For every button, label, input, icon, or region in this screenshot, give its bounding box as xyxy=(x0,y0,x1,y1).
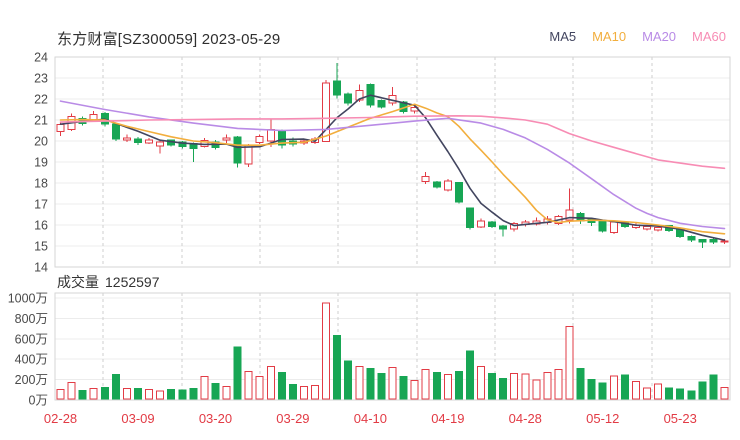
svg-text:04-10: 04-10 xyxy=(354,411,387,426)
svg-text:22: 22 xyxy=(34,93,48,107)
svg-text:21: 21 xyxy=(34,114,48,128)
svg-text:03-20: 03-20 xyxy=(199,411,232,426)
svg-text:15: 15 xyxy=(34,240,48,254)
volume-axis-labels: 1000万 800万 600万 400万 200万 0万 xyxy=(8,292,48,408)
svg-text:04-19: 04-19 xyxy=(431,411,464,426)
volume-value: 1252597 xyxy=(105,274,160,290)
ma-line-ma10 xyxy=(59,103,726,235)
chart-title: 东方财富[SZ300059] 2023-05-29 xyxy=(57,31,281,48)
svg-text:200万: 200万 xyxy=(15,373,48,387)
svg-text:400万: 400万 xyxy=(15,353,48,367)
price-axis-labels: 24 23 22 21 20 19 18 17 16 15 14 xyxy=(34,51,48,275)
volume-series[interactable] xyxy=(56,302,729,400)
volume-title: 成交量 1252597 xyxy=(57,272,160,292)
svg-text:17: 17 xyxy=(34,198,48,212)
svg-text:16: 16 xyxy=(34,219,48,233)
svg-text:800万: 800万 xyxy=(15,312,48,326)
ma-line-ma5 xyxy=(59,94,726,241)
svg-text:0万: 0万 xyxy=(29,394,48,408)
date-axis-labels: 02-28 03-09 03-20 03-29 04-10 04-19 04-28 05-12… xyxy=(44,411,697,426)
svg-text:05-23: 05-23 xyxy=(664,411,697,426)
candlestick-series[interactable] xyxy=(56,62,729,249)
svg-text:19: 19 xyxy=(34,156,48,170)
svg-text:23: 23 xyxy=(34,72,48,86)
svg-text:02-28: 02-28 xyxy=(44,411,77,426)
volume-label: 成交量 xyxy=(57,274,99,290)
ma-legend: MA5 MA10 MA20 MA60 xyxy=(549,29,726,44)
svg-text:03-29: 03-29 xyxy=(276,411,309,426)
legend-ma5: MA5 xyxy=(549,29,577,44)
svg-text:20: 20 xyxy=(34,135,48,149)
grid xyxy=(54,56,731,401)
svg-text:18: 18 xyxy=(34,177,48,191)
svg-text:14: 14 xyxy=(34,261,48,275)
legend-ma20: MA20 xyxy=(642,29,677,44)
ma-lines xyxy=(59,94,726,241)
svg-text:1000万: 1000万 xyxy=(8,292,48,306)
svg-text:04-28: 04-28 xyxy=(509,411,542,426)
legend-ma10: MA10 xyxy=(592,29,627,44)
legend-ma60: MA60 xyxy=(692,29,726,44)
svg-text:05-12: 05-12 xyxy=(586,411,619,426)
ma-line-ma60 xyxy=(59,115,726,170)
svg-text:600万: 600万 xyxy=(15,332,48,346)
svg-text:03-09: 03-09 xyxy=(121,411,154,426)
svg-text:24: 24 xyxy=(34,51,48,65)
ma-line-ma20 xyxy=(59,100,726,230)
